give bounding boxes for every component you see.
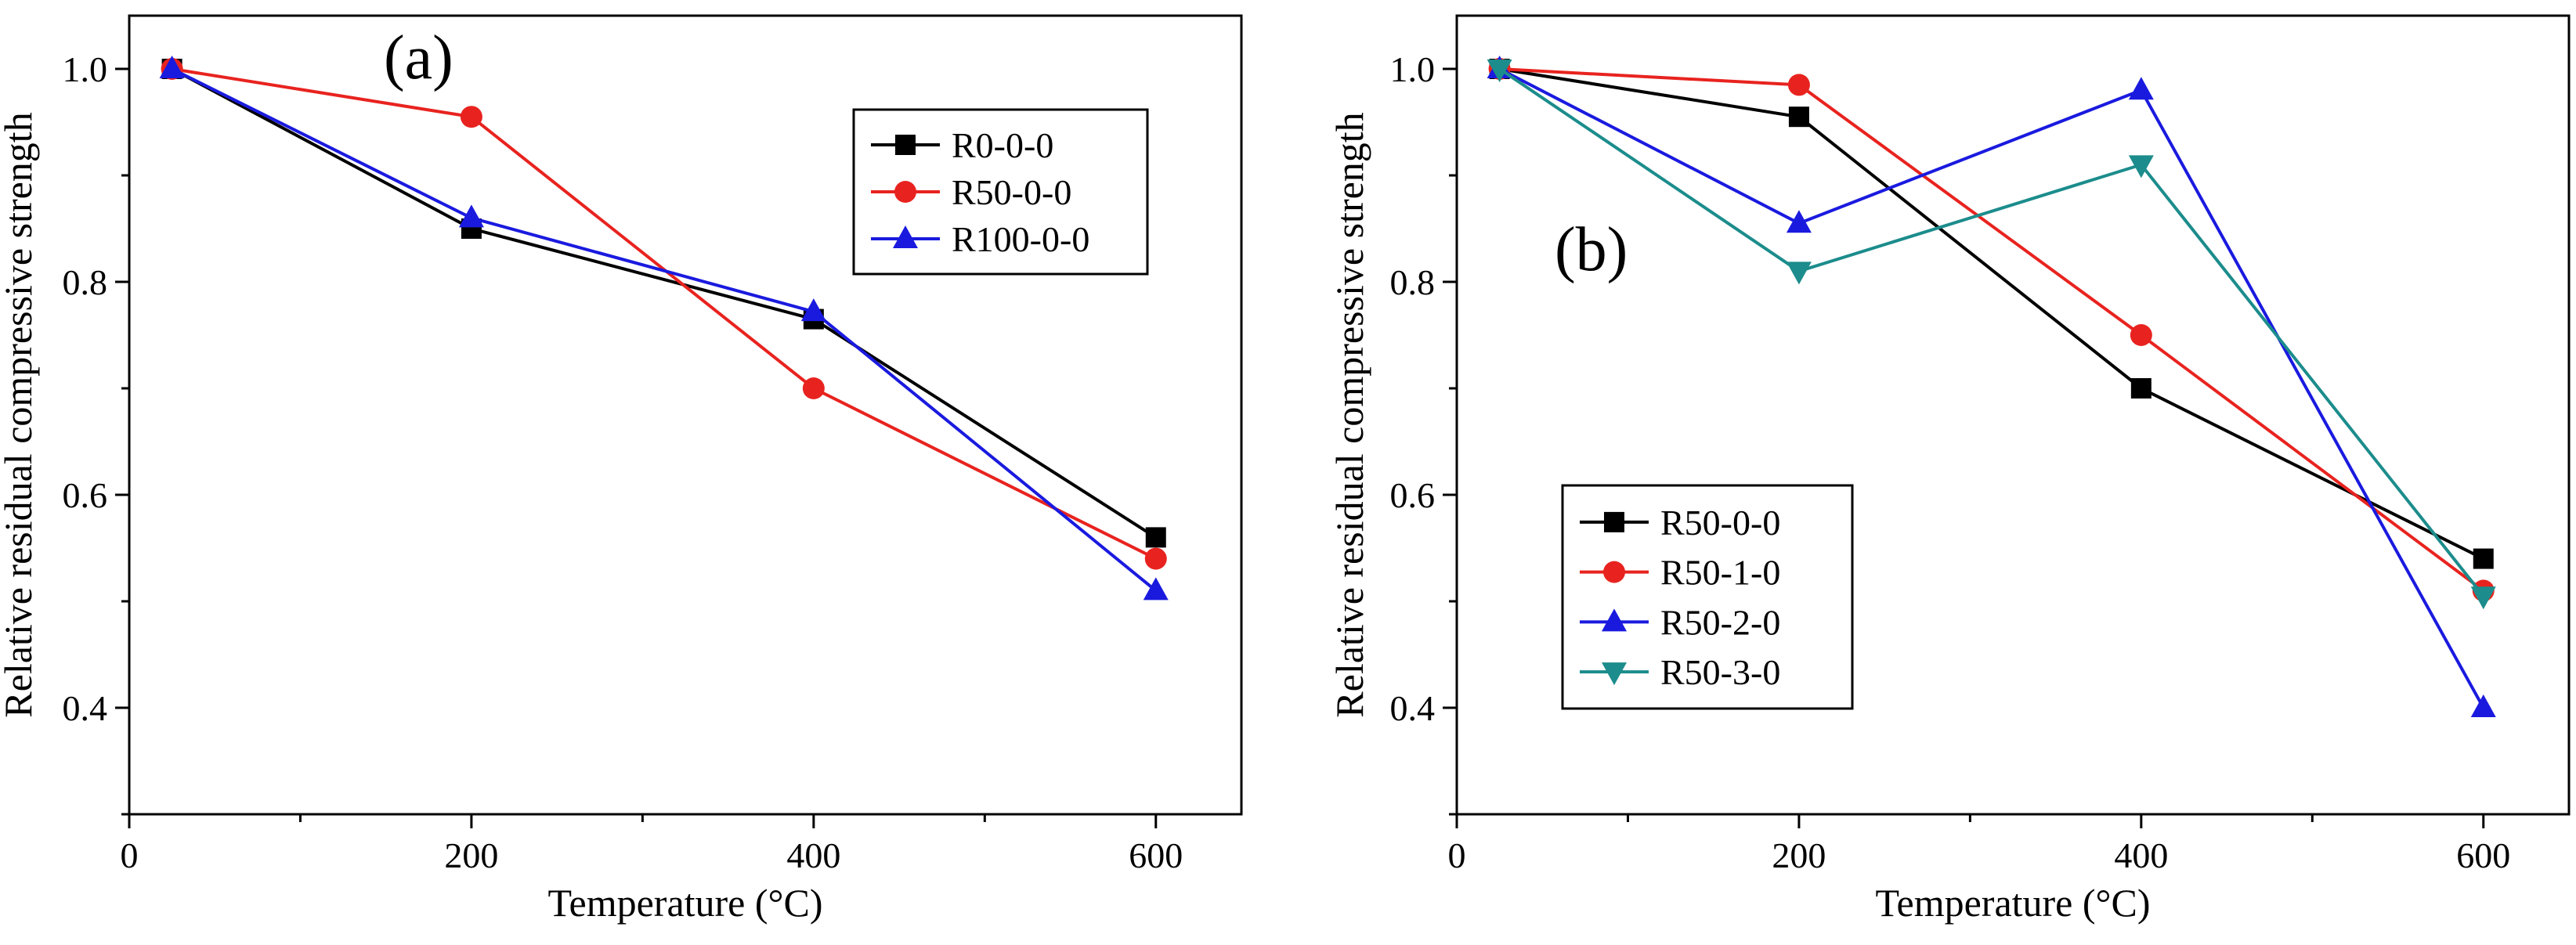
chart-panel-b: 0 200 400 600 0.4 0.6 0.8 1.0 Temperature (°C) Re… bbox=[1328, 14, 2571, 925]
data-point bbox=[2130, 324, 2152, 346]
series-line bbox=[1498, 67, 2485, 597]
chart-panel-a: 0 200 400 600 0.4 0.6 0.8 1.0 Temperature (°C) Re… bbox=[0, 14, 1243, 925]
y-tick-label: 0.6 bbox=[63, 475, 108, 515]
series-line bbox=[1498, 67, 2485, 709]
data-point bbox=[2473, 548, 2494, 569]
legend-label: R50-2-0 bbox=[1660, 602, 1780, 642]
panel-label: (a) bbox=[384, 23, 453, 92]
series-line bbox=[171, 67, 1158, 592]
legend-label: R100-0-0 bbox=[952, 219, 1089, 259]
y-tick-label: 0.4 bbox=[1390, 688, 1436, 728]
data-point bbox=[159, 56, 185, 78]
series-line bbox=[171, 67, 1157, 539]
series-R100-0-0 bbox=[159, 56, 1169, 601]
x-axis-label: Temperature (°C) bbox=[547, 881, 822, 925]
legend-marker bbox=[1602, 662, 1627, 686]
legend-marker bbox=[893, 225, 918, 248]
x-axis-label: Temperature (°C) bbox=[1875, 881, 2150, 925]
y-axis-label: Relative residual compressive strength bbox=[1328, 112, 1371, 717]
series-R50-3-0 bbox=[1487, 60, 2496, 610]
data-point bbox=[458, 204, 484, 228]
data-point bbox=[1145, 527, 1166, 548]
x-tick-label: 0 bbox=[1448, 835, 1466, 875]
legend-label: R50-0-0 bbox=[1660, 503, 1780, 543]
legend-marker bbox=[1602, 608, 1627, 632]
x-tick-label: 600 bbox=[1129, 835, 1183, 875]
legend-label: R0-0-0 bbox=[952, 125, 1053, 165]
x-tick-label: 200 bbox=[444, 835, 498, 875]
y-tick-label: 0.6 bbox=[1390, 475, 1436, 515]
data-point bbox=[2128, 77, 2154, 100]
x-tick-label: 200 bbox=[1772, 835, 1826, 875]
data-point bbox=[2470, 694, 2496, 717]
x-tick-label: 400 bbox=[2114, 835, 2168, 875]
series-line bbox=[172, 67, 1157, 561]
series-R50-2-0 bbox=[1487, 56, 2496, 717]
x-tick-label: 0 bbox=[121, 835, 139, 875]
y-tick-label: 1.0 bbox=[1390, 49, 1436, 89]
legend: R0-0-0 R50-0-0 R100-0-0 bbox=[852, 108, 1149, 276]
legend-label: R50-3-0 bbox=[1660, 652, 1780, 692]
legend-marker bbox=[894, 181, 916, 203]
data-point bbox=[802, 377, 825, 399]
data-point bbox=[1787, 74, 1810, 96]
data-point bbox=[1786, 261, 1812, 285]
legend-marker bbox=[895, 135, 916, 155]
y-axis-label: Relative residual compressive strength bbox=[0, 112, 40, 717]
series-line bbox=[1499, 67, 2484, 593]
x-tick-label: 600 bbox=[2456, 835, 2510, 875]
panel-label: (b) bbox=[1555, 215, 1628, 284]
data-point bbox=[2470, 586, 2496, 610]
data-point bbox=[2128, 155, 2154, 179]
legend-marker bbox=[1604, 511, 1624, 532]
data-point bbox=[1788, 106, 1809, 128]
data-point bbox=[460, 106, 482, 128]
data-point bbox=[1786, 210, 1812, 233]
y-tick-label: 0.8 bbox=[63, 262, 108, 302]
series-line bbox=[1499, 67, 2484, 561]
y-tick-label: 0.4 bbox=[63, 688, 108, 728]
data-point bbox=[1487, 60, 1512, 82]
legend-label: R50-1-0 bbox=[1660, 553, 1780, 593]
data-point bbox=[800, 298, 826, 322]
data-point bbox=[1143, 577, 1169, 601]
y-tick-label: 0.8 bbox=[1390, 262, 1436, 302]
legend: R50-0-0 R50-1-0 R50-2-0 R50-3-0 bbox=[1561, 484, 1854, 710]
plot-frame bbox=[128, 14, 1243, 816]
x-tick-label: 400 bbox=[786, 835, 840, 875]
plot-frame bbox=[1455, 14, 2571, 816]
legend-marker bbox=[1603, 561, 1625, 583]
data-point bbox=[2130, 378, 2151, 399]
y-tick-label: 1.0 bbox=[63, 49, 108, 89]
legend-label: R50-0-0 bbox=[952, 172, 1071, 212]
data-point bbox=[1144, 547, 1167, 570]
